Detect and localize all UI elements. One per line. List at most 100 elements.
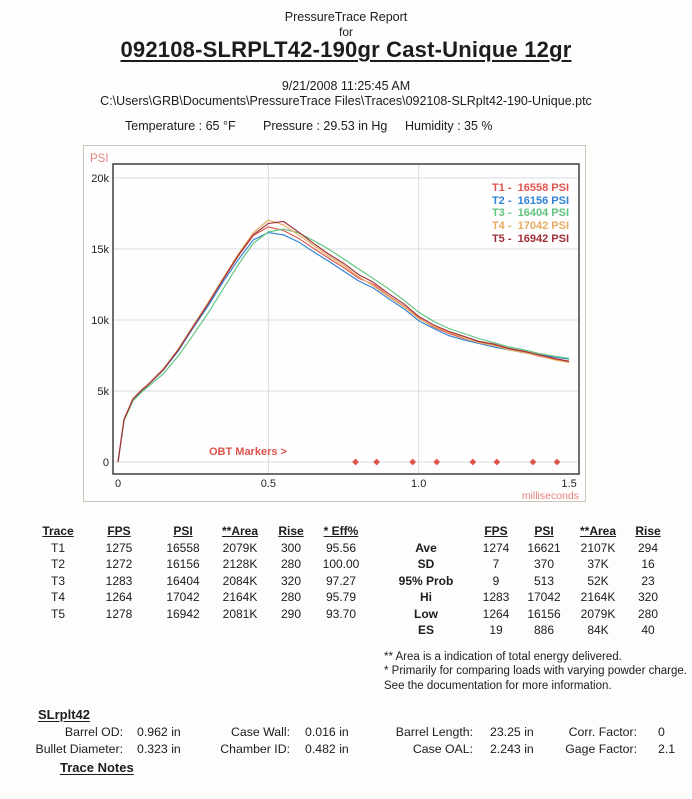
table-cell: 9 [492,573,500,588]
table-cell: 320 [280,573,302,588]
footnote-line: ** Area is a indication of total energy … [384,651,622,663]
stat-row-label: 95% Prob [398,573,454,588]
column-header: PSI [534,524,554,539]
spec-value: 0.016 in [305,724,349,739]
y-tick-label: 5k [97,386,109,398]
table-cell: 513 [533,573,555,588]
x-tick-label: 0 [115,478,121,490]
report-for-text: for [338,25,353,39]
obt-marker-icon [529,458,537,466]
table-cell: 40 [641,623,655,638]
x-tick-label: 1.5 [561,478,576,490]
table-cell: 2084K [222,573,258,588]
table-cell: 1283 [105,573,133,588]
trace-results-table: Trace FPS PSI **Area Rise * Eff% T1 1275 16558 20… [30,523,366,622]
spec-label: Barrel OD: [64,724,123,739]
obt-marker-icon [469,458,477,466]
table-cell: 1264 [482,606,510,621]
table-cell: 7 [492,557,500,572]
table-cell: 294 [637,540,659,555]
pressure-chart-svg: 0 5k 10k 15k 20k 0 0.5 1.0 1.5 PSI milliseconds [90,153,580,502]
column-header: FPS [107,524,131,539]
condition-temperature: Temperature : 65 °F [125,119,236,133]
table-cell: 1275 [105,540,133,555]
table-cell: 2081K [222,606,258,621]
spec-value: 2.243 in [490,741,534,756]
column-header: FPS [484,524,508,539]
condition-pressure: Pressure : 29.53 in Hg [263,119,388,133]
spec-label: Barrel Length: [395,724,473,739]
trace-row-label: T4 [50,590,65,605]
table-cell: 97.27 [325,573,357,588]
statistics-table: FPS PSI **Area Rise Ave 1274 16621 2107K 294 SD 7 3… [378,523,670,639]
table-cell: 16156 [527,606,561,621]
spec-value: 0.482 in [305,741,349,756]
trace-row-label: T5 [50,606,65,621]
table-cell: 300 [280,540,302,555]
report-title: PressureTrace Report [284,10,408,24]
table-cell: 280 [280,557,302,572]
table-cell: 1274 [482,540,510,555]
y-tick-label: 10k [91,315,109,327]
footnotes: ** Area is a indication of total energy … [384,650,687,693]
pressure-chart: 0 5k 10k 15k 20k 0 0.5 1.0 1.5 PSI milliseconds T1… [83,145,586,502]
stat-row-label: Hi [420,590,432,605]
y-tick-label: 0 [103,457,109,469]
obt-marker-icon [352,458,359,466]
trace-row-label: T2 [50,557,65,572]
trace-row-label: T3 [50,573,65,588]
y-tick-label: 20k [91,173,109,185]
trace-row-label: T1 [50,540,65,555]
table-cell: 93.70 [325,606,357,621]
table-cell: 320 [637,590,659,605]
table-cell: 37K [587,557,609,572]
load-title: 092108-SLRPLT42-190gr Cast-Unique 12gr [120,37,572,62]
spec-value: 0.323 in [137,741,181,756]
spec-value: 0 [658,724,665,739]
obt-marker-icon [493,458,501,466]
spec-label: Case OAL: [412,741,473,756]
report-datetime: 9/21/2008 11:25:45 AM [281,79,411,93]
obt-marker-icon [553,458,561,466]
column-header: * Eff% [323,524,359,539]
table-cell: 16942 [166,606,200,621]
table-cell: 2079K [580,606,616,621]
table-cell: 19 [489,623,503,638]
column-header: PSI [173,524,193,539]
table-cell: 280 [637,606,659,621]
table-cell: 95.56 [325,540,357,555]
table-cell: 886 [533,623,555,638]
obt-marker-icon [409,458,417,466]
spec-value: 23.25 in [490,724,534,739]
y-axis-unit-label: PSI [90,153,109,165]
trace-curve-t5 [117,220,570,463]
spec-label: Chamber ID: [220,741,290,756]
obt-marker-icon [373,458,381,466]
table-cell: 17042 [166,590,200,605]
legend-entry-t1: T1 - 16558 PSI [491,182,569,194]
table-cell: 290 [280,606,302,621]
table-cell: 1272 [105,557,133,572]
table-cell: 1264 [105,590,133,605]
table-cell: 1283 [482,590,510,605]
table-cell: 16404 [166,573,200,588]
chart-legend: T1 - 16558 PSI T2 - 16156 PSI T3 - 16404 P… [492,182,569,246]
table-cell: 16621 [527,540,561,555]
spec-label: Case Wall: [231,724,290,739]
spec-value: 0.962 in [137,724,181,739]
stat-row-label: ES [417,623,434,638]
legend-entry-t4: T4 - 17042 PSI [491,220,569,233]
legend-entry-t3: T3 - 16404 PSI [491,207,569,220]
table-cell: 370 [533,557,555,572]
plot-frame [112,163,580,475]
x-axis-unit-label: milliseconds [522,490,579,502]
footnote-line: * Primarily for comparing loads with var… [384,665,687,678]
stat-row-label: Ave [415,540,437,555]
x-tick-label: 1.0 [411,478,426,490]
obt-marker-icon [433,458,441,466]
footnote-line: See the documentation for more informati… [384,679,612,692]
legend-entry-t2: T2 - 16156 PSI [491,194,569,207]
table-cell: 23 [641,573,655,588]
table-cell: 16156 [166,557,200,572]
